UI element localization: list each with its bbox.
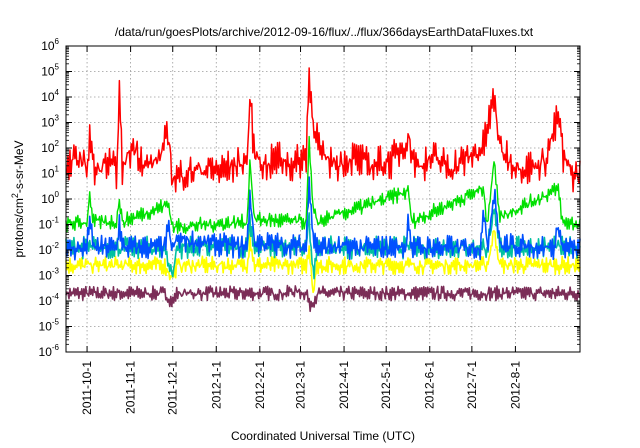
x-tick-label: 2012-5-1 (379, 361, 393, 409)
x-tick-label: 2012-2-1 (253, 361, 267, 409)
x-axis-ticks: 2011-10-1 2011-11-1 2011-12-1 2012-1-1 2012-… (80, 46, 522, 415)
x-tick-label: 2011-12-1 (166, 361, 180, 415)
x-tick-label: 2012-6-1 (423, 361, 437, 409)
y-tick-label: 100 (41, 190, 59, 206)
y-tick-label: 10-1 (39, 216, 60, 232)
y-tick-label: 104 (41, 88, 59, 104)
y-tick-label: 10-4 (39, 292, 60, 308)
series-line-3 (65, 176, 581, 261)
x-tick-label: 2012-8-1 (508, 361, 522, 409)
y-tick-label: 102 (41, 139, 59, 155)
y-axis-ticks: 10-6 10-5 10-4 10-3 10-2 10-1 100 101 102 103 104 1… (39, 37, 580, 359)
series-line-4 (65, 135, 581, 235)
x-tick-label: 2012-3-1 (294, 361, 308, 409)
chart-title: /data/run/goesPlots/archive/2012-09-16/f… (115, 25, 534, 39)
grid (66, 46, 580, 352)
series-line-1 (65, 230, 581, 294)
y-tick-label: 10-3 (39, 267, 60, 283)
plot-area (65, 67, 581, 313)
y-tick-label: 103 (41, 114, 59, 130)
y-tick-label: 106 (41, 37, 59, 53)
x-tick-label: 2012-7-1 (465, 361, 479, 409)
x-axis-label: Coordinated Universal Time (UTC) (231, 429, 415, 443)
y-tick-label: 10-6 (39, 343, 60, 359)
y-tick-label: 105 (41, 63, 59, 79)
x-tick-label: 2011-10-1 (80, 361, 94, 415)
series-line-0 (65, 284, 581, 313)
x-tick-label: 2012-1-1 (209, 361, 223, 409)
y-tick-label: 10-5 (39, 318, 60, 334)
x-tick-label: 2011-11-1 (124, 361, 138, 414)
y-axis-label: protons/cm2-s-sr-MeV (10, 140, 26, 257)
x-tick-label: 2012-4-1 (337, 361, 351, 409)
series-line-5 (65, 67, 581, 193)
y-tick-label: 101 (41, 165, 59, 181)
y-tick-label: 10-2 (39, 241, 60, 257)
